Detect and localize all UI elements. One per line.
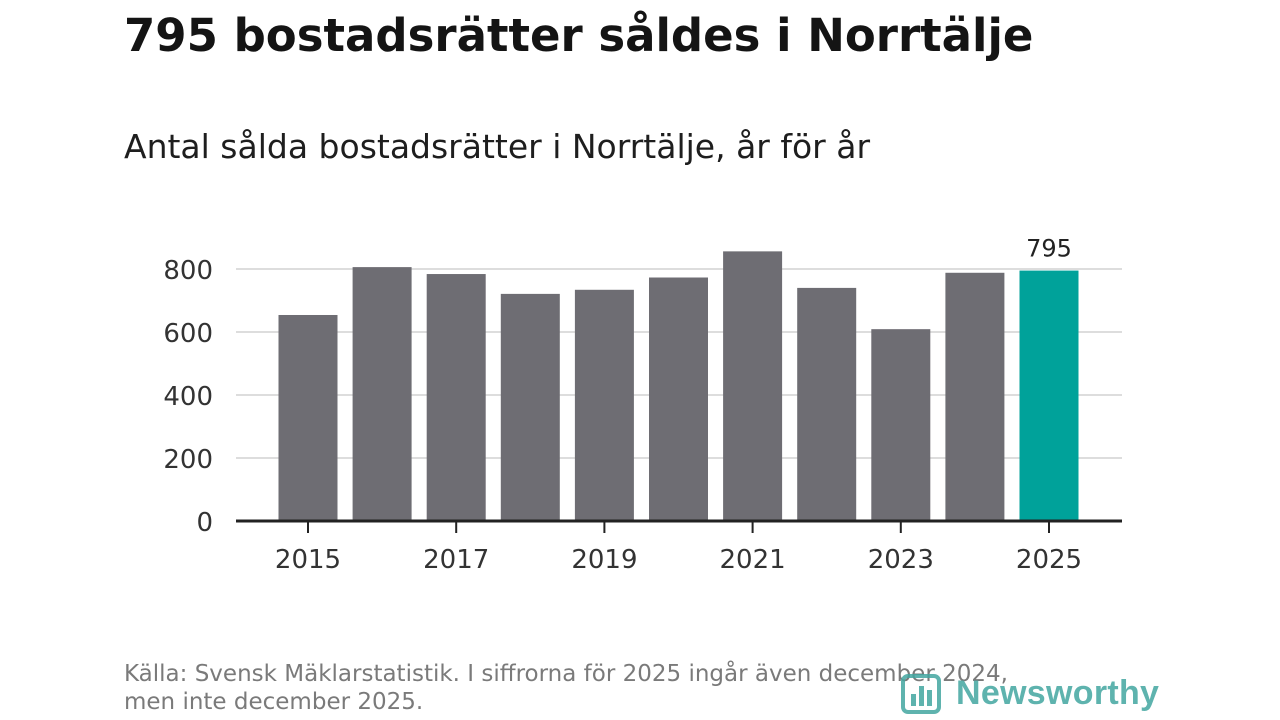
x-tick-label-2021: 2021 xyxy=(720,545,786,575)
bar-2023 xyxy=(871,329,931,521)
x-tick-label-2019: 2019 xyxy=(571,545,637,575)
bar-2020 xyxy=(649,277,708,521)
bar-chart-logo-icon xyxy=(901,674,941,714)
bars xyxy=(278,251,1079,522)
bar-2016 xyxy=(352,267,412,521)
bar-2021 xyxy=(723,251,783,522)
newsworthy-logo: Newsworthy xyxy=(900,668,1159,718)
source-line-1: Källa: Svensk Mäklarstatistik. I siffror… xyxy=(124,661,1008,687)
x-tick-label-2017: 2017 xyxy=(423,545,489,575)
y-tick-label-800: 800 xyxy=(163,256,213,286)
bar-2017 xyxy=(426,274,486,521)
bar-2022 xyxy=(797,287,857,521)
y-tick-label-200: 200 xyxy=(163,445,213,475)
bar-2019 xyxy=(574,289,634,521)
bar-2018 xyxy=(500,293,560,521)
y-tick-label-0: 0 xyxy=(196,508,213,538)
x-axis xyxy=(236,519,1122,533)
x-tick-label-2023: 2023 xyxy=(868,545,934,575)
source-line-2: men inte december 2025. xyxy=(124,689,424,715)
y-tick-label-400: 400 xyxy=(163,382,213,412)
y-tick-label-600: 600 xyxy=(163,319,213,349)
axis-labels: 0 200 400 600 800 795 2015 2017 2019 2021 2023 2025 xyxy=(163,235,1082,575)
chart-subtitle: Antal sålda bostadsrätter i Norrtälje, å… xyxy=(124,127,871,166)
chart-title: 795 bostadsrätter såldes i Norrtälje xyxy=(124,9,1034,62)
x-tick-label-2015: 2015 xyxy=(275,545,341,575)
bar-2015 xyxy=(278,314,338,521)
brand-name: Newsworthy xyxy=(956,673,1160,712)
bar-2025 xyxy=(1019,270,1079,521)
x-tick-label-2025: 2025 xyxy=(1016,545,1082,575)
source-note: Källa: Svensk Mäklarstatistik. I siffror… xyxy=(124,660,1124,716)
data-label-2025: 795 xyxy=(1026,235,1072,263)
bar-2024 xyxy=(945,272,1005,521)
